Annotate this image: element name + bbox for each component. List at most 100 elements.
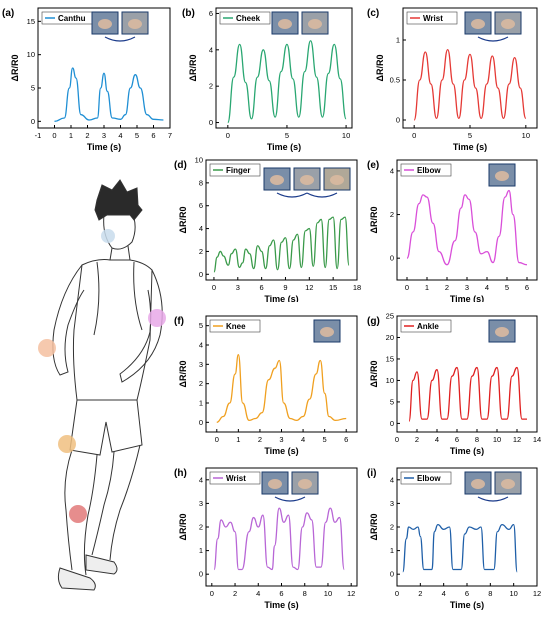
- x-tick-label: 5: [468, 131, 472, 140]
- legend-label: Knee: [226, 322, 246, 331]
- x-tick-label: 2: [258, 435, 262, 444]
- x-tick-label: 4: [256, 589, 260, 598]
- x-axis-label: Time (s): [264, 600, 298, 610]
- elbow-marker: [148, 309, 166, 327]
- y-tick-label: 4: [209, 45, 213, 54]
- y-tick-label: 25: [386, 312, 394, 321]
- x-tick-label: 10: [324, 589, 332, 598]
- y-axis-label: ΔR/R0: [188, 55, 198, 82]
- legend-label: Elbow: [417, 474, 441, 483]
- x-tick-label: 10: [522, 131, 530, 140]
- legend: Ankle: [400, 319, 452, 333]
- plot-frame: [396, 315, 538, 433]
- x-tick-label: 10: [342, 131, 350, 140]
- x-tick-label: 4: [118, 131, 122, 140]
- inset-photo-subject: [298, 479, 312, 489]
- x-tick-label: 6: [260, 283, 264, 292]
- y-tick-label: 5: [31, 84, 35, 93]
- x-axis-label: Time (s): [264, 446, 298, 456]
- chart-d: 0 3 6 9 12 15 18 0 2 4 6 8 10 Time (s) ΔR/R0 (d) Finger: [174, 156, 361, 305]
- legend: Elbow: [400, 163, 452, 177]
- y-axis-label: ΔR/R0: [178, 361, 188, 388]
- inset-photo-subject: [495, 171, 509, 181]
- y-tick-label: 20: [386, 333, 394, 342]
- series-line-wrist: [413, 48, 527, 121]
- x-tick-label: 3: [465, 283, 469, 292]
- inset-arrow: [104, 36, 136, 42]
- panel-e: 0 1 2 3 4 5 6 0 2 4 Time (s) ΔR/R0 (e) Elbow: [365, 152, 550, 304]
- legend-box: [406, 11, 458, 25]
- panel-b: 0 5 10 0 2 4 6 Time (s) ΔR/R0 (b) Cheek: [180, 0, 365, 152]
- inset-photo-subject: [495, 327, 509, 337]
- inset-photos: [271, 11, 329, 35]
- panel-f: 0 1 2 3 4 5 6 0 1 2 3 4 5 Time (s) ΔR/R0 (f) Knee: [172, 308, 362, 456]
- inset-photo-subject: [501, 19, 515, 29]
- y-tick-label: 1: [199, 546, 203, 555]
- inset-photo-subject: [308, 19, 322, 29]
- x-tick-label: 0: [210, 589, 214, 598]
- inset-photo-subject: [270, 175, 284, 185]
- canthu-marker: [101, 229, 115, 243]
- legend: Wrist: [209, 471, 261, 485]
- x-tick-label: 5: [505, 283, 509, 292]
- y-tick-label: 8: [199, 178, 203, 187]
- y-tick-label: 0: [390, 419, 394, 428]
- y-tick-label: 10: [386, 376, 394, 385]
- y-tick-label: 3: [199, 360, 203, 369]
- legend-label: Ankle: [417, 322, 439, 331]
- panel-d: 0 3 6 9 12 15 18 0 2 4 6 8 10 Time (s) ΔR/R0 (d) Finger: [172, 152, 362, 305]
- y-tick-label: 0: [390, 570, 394, 579]
- panel-g: 0 2 4 6 8 10 12 14 0 5 10 15 20 25 Time (s) ΔR/R0 (g) Ank…: [365, 308, 550, 457]
- y-tick-label: 5: [390, 397, 394, 406]
- panel-label: (h): [174, 468, 187, 479]
- x-tick-label: 3: [279, 435, 283, 444]
- y-tick-label: 3: [199, 499, 203, 508]
- y-tick-label: 0: [199, 570, 203, 579]
- plot-frame: [205, 159, 358, 281]
- plot-frame: [215, 7, 353, 129]
- chart-g: 0 2 4 6 8 10 12 14 0 5 10 15 20 25 Time (s) ΔR/R0 (g) Ank…: [367, 312, 541, 457]
- y-axis-label: ΔR/R0: [369, 361, 379, 388]
- panel-i: 0 2 4 6 8 10 12 0 1 2 3 4 Time (s) ΔR/R0 (i) Elbow: [365, 460, 550, 612]
- x-tick-label: 18: [353, 283, 361, 292]
- series-line-elbow: [402, 523, 518, 573]
- x-tick-label: 2: [85, 131, 89, 140]
- x-tick-label: 5: [323, 435, 327, 444]
- inset-photo-subject: [278, 19, 292, 29]
- x-tick-label: 6: [465, 589, 469, 598]
- x-tick-label: 6: [279, 589, 283, 598]
- x-tick-label: -1: [35, 131, 42, 140]
- x-axis-label: Time (s): [87, 142, 121, 152]
- x-tick-label: 0: [226, 131, 230, 140]
- y-tick-label: 0.5: [390, 76, 400, 85]
- y-tick-label: 15: [27, 17, 35, 26]
- x-tick-label: 6: [344, 435, 348, 444]
- series-line-finger: [213, 216, 350, 273]
- x-tick-label: 14: [533, 435, 541, 444]
- panel-label: (d): [174, 160, 187, 171]
- x-tick-label: 0: [395, 435, 399, 444]
- y-tick-label: 2: [199, 247, 203, 256]
- x-tick-label: 10: [493, 435, 501, 444]
- x-tick-label: 10: [509, 589, 517, 598]
- series-line-knee: [216, 354, 347, 423]
- y-tick-label: 2: [199, 523, 203, 532]
- y-tick-label: 2: [390, 523, 394, 532]
- panel-a: -1 0 1 2 3 4 5 6 7 0 5 10 15 Time (s) ΔR/R0 (a) Canthu: [0, 0, 180, 152]
- x-tick-label: 0: [405, 283, 409, 292]
- y-tick-label: 0: [390, 254, 394, 263]
- series-line-cheek: [227, 40, 347, 124]
- inset-photos: [313, 319, 341, 343]
- x-tick-label: 1: [236, 435, 240, 444]
- legend-box: [400, 471, 452, 485]
- knee-marker: [58, 435, 76, 453]
- x-tick-label: 3: [102, 131, 106, 140]
- legend-label: Elbow: [417, 166, 441, 175]
- y-tick-label: 0: [209, 118, 213, 127]
- y-tick-label: 1: [199, 399, 203, 408]
- inset-photo-subject: [128, 19, 142, 29]
- y-axis-label: ΔR/R0: [178, 514, 188, 541]
